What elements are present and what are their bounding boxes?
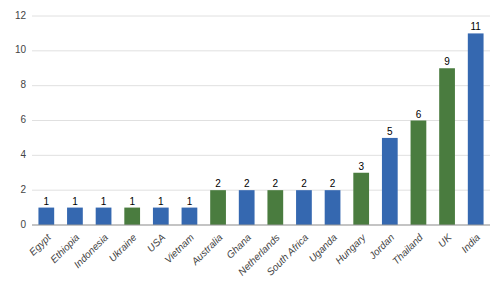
bar [153,208,169,225]
data-label: 1 [101,196,107,207]
bar [67,208,83,225]
x-tick-label: Hungary [333,231,368,266]
x-tick-label: Australia [189,231,225,267]
bar [439,68,455,225]
chart: 02468101211111122222356911EgyptEthiopiaI… [0,0,500,293]
bar [182,208,198,225]
bar [210,190,226,225]
y-tick-label: 6 [20,114,26,125]
data-label: 2 [301,178,307,189]
y-tick-label: 8 [20,79,26,90]
data-label: 11 [470,21,481,32]
data-label: 6 [416,109,422,120]
y-tick-label: 2 [20,184,26,195]
bar [124,208,140,225]
data-label: 2 [215,178,221,189]
data-label: 1 [187,196,193,207]
grid-line [32,50,490,51]
data-label: 1 [129,196,135,207]
data-label: 3 [358,161,364,172]
data-label: 1 [44,196,50,207]
data-label: 5 [387,126,393,137]
x-tick-label: UK [436,231,455,250]
data-label: 1 [158,196,164,207]
page: {"chart_data": {"type": "bar", "categori… [0,0,500,293]
y-tick-label: 12 [15,10,27,21]
x-tick-label: Ukraine [107,231,139,263]
bar [267,190,283,225]
data-label: 1 [72,196,78,207]
x-tick-label: Thailand [390,231,425,266]
data-label: 2 [244,178,250,189]
x-axis-line [32,225,490,226]
grid-line [32,225,490,226]
bar [353,173,369,225]
grid-line [32,85,490,86]
chart-container: 02468101211111122222356911EgyptEthiopiaI… [0,0,500,293]
bar [38,208,54,225]
bar [296,190,312,225]
x-tick-label: India [459,231,482,254]
y-tick-label: 10 [15,44,27,55]
bar [382,138,398,225]
y-tick-label: 0 [20,219,26,230]
bar [325,190,341,225]
data-label: 2 [273,178,279,189]
y-tick-label: 4 [20,149,26,160]
grid-line [32,16,490,17]
bar [411,121,427,226]
x-tick-label: South Africa [264,231,310,277]
bar [468,33,484,225]
x-tick-label: USA [145,231,168,254]
bar [96,208,112,225]
bars [38,33,483,225]
x-tick-label: Indonesia [72,231,111,270]
grid [32,16,490,225]
x-tick-label: Egypt [27,231,54,258]
bar [239,190,255,225]
data-label: 9 [444,56,450,67]
data-label: 2 [330,178,336,189]
